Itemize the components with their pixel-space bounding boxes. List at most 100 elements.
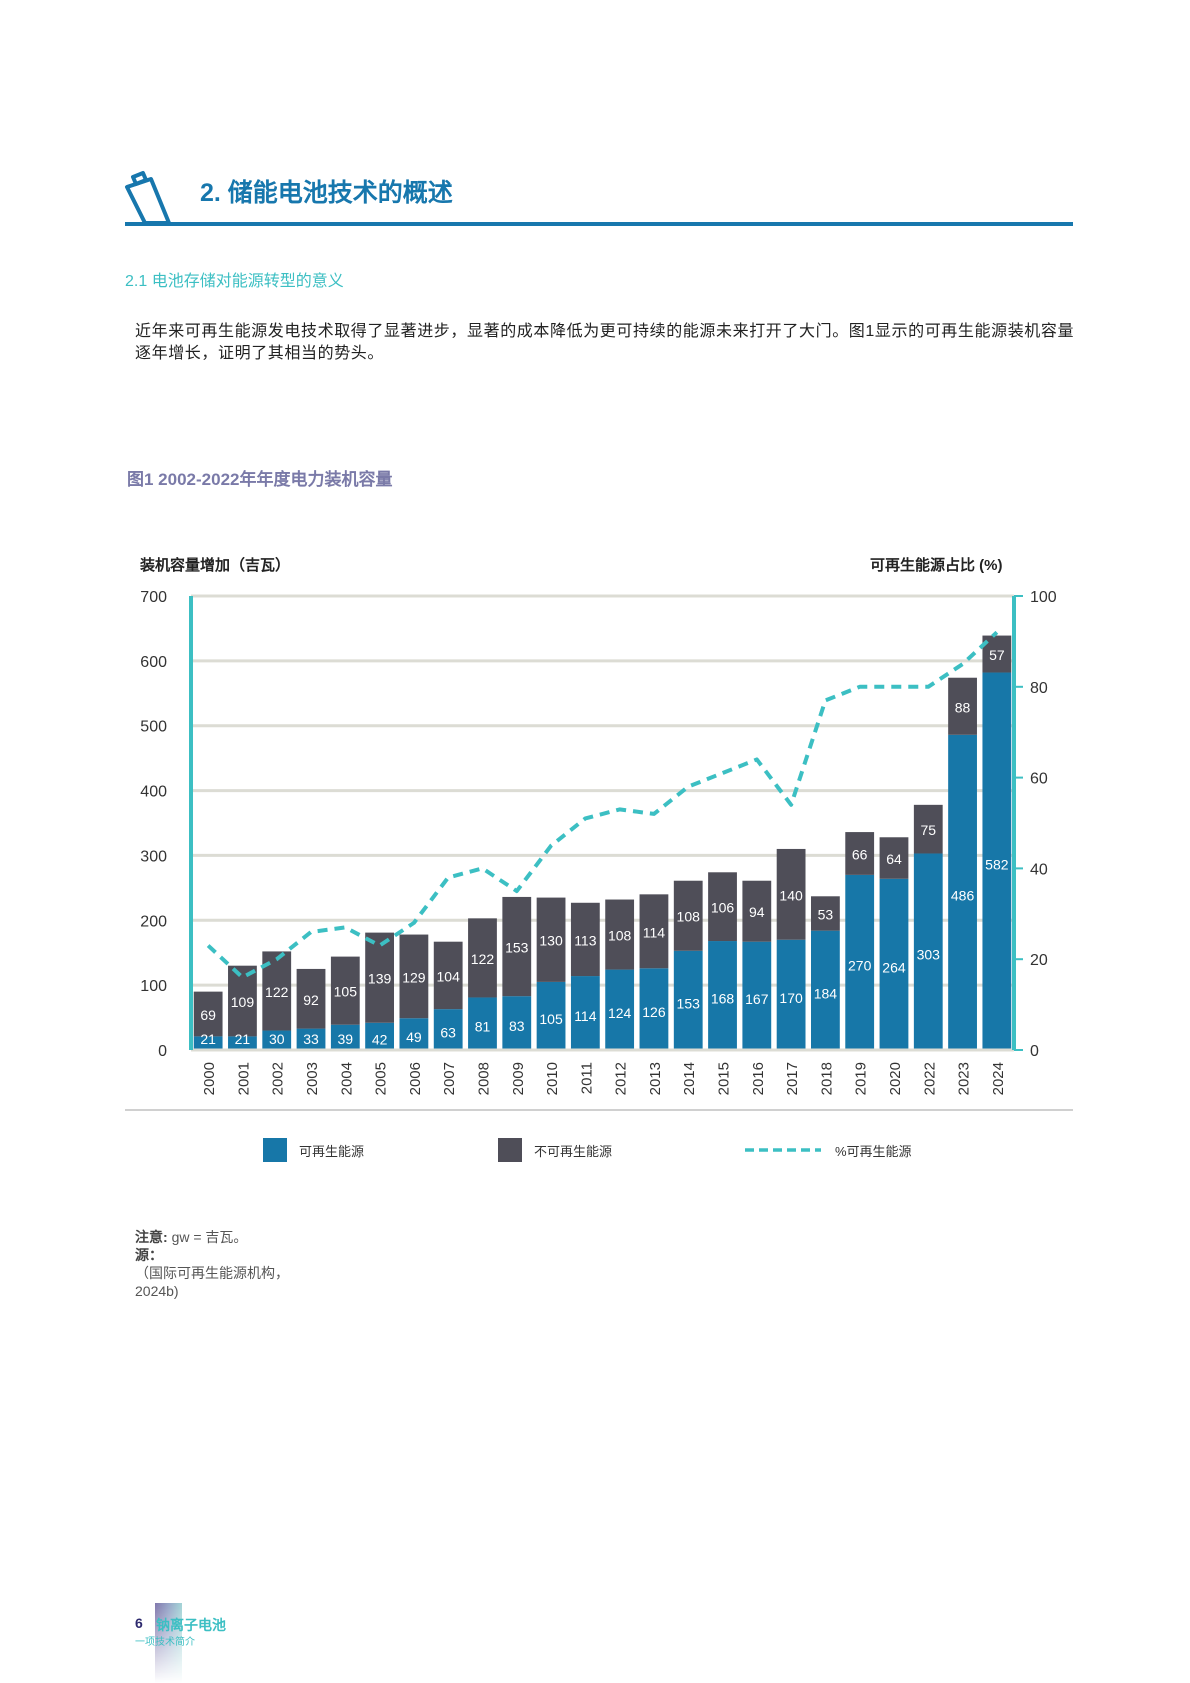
section-divider: [125, 222, 1073, 226]
bar-renewable: [193, 1036, 223, 1050]
bar-renewable: [296, 1028, 326, 1050]
x-tick-label: 2004: [338, 1062, 355, 1095]
data-label-non-renewable: 130: [539, 933, 563, 949]
legend-label: 不可再生能源: [534, 1143, 613, 1159]
bar-non-renewable: [536, 897, 566, 982]
bar-non-renewable: [433, 941, 463, 1010]
data-label-non-renewable: 66: [852, 846, 868, 862]
x-tick-label: 2005: [373, 1062, 390, 1095]
bar-non-renewable: [330, 956, 360, 1025]
data-label-non-renewable: 113: [574, 932, 597, 948]
bar-non-renewable: [296, 968, 326, 1029]
bar-renewable: [605, 969, 635, 1050]
bar-non-renewable: [708, 872, 737, 942]
stacked-bar-chart: 0 100 200 300 400 500 600 700 0 20 40 60 80 100 21 69 20…: [125, 589, 1073, 1111]
left-tick-label: 100: [140, 978, 167, 995]
data-label-renewable: 49: [406, 1029, 422, 1045]
bar-non-renewable: [228, 965, 257, 1037]
data-label-renewable: 105: [539, 1011, 563, 1027]
data-label-renewable: 81: [475, 1019, 491, 1035]
left-tick-label: 700: [140, 589, 167, 606]
battery-icon: [125, 171, 171, 225]
x-tick-label: 2007: [441, 1062, 458, 1095]
data-label-renewable: 114: [574, 1008, 597, 1024]
legend-non-renewable: 不可再生能源: [498, 1138, 612, 1162]
x-tick-label: 2006: [407, 1062, 424, 1095]
data-label-renewable: 21: [200, 1031, 216, 1047]
x-tick-label: 2011: [578, 1062, 595, 1094]
data-label-renewable: 303: [917, 947, 941, 963]
data-label-renewable: 153: [677, 995, 701, 1011]
data-label-renewable: 184: [814, 985, 838, 1001]
data-label-renewable: 33: [303, 1031, 319, 1047]
bar-renewable: [913, 853, 943, 1050]
data-label-non-renewable: 108: [677, 909, 701, 925]
data-label-renewable: 21: [235, 1031, 251, 1047]
bar-non-renewable: [605, 899, 635, 970]
data-label-renewable: 83: [509, 1018, 525, 1034]
legend-label: 可再生能源: [299, 1143, 365, 1159]
data-label-non-renewable: 75: [920, 822, 936, 838]
left-tick-label: 0: [158, 1043, 167, 1060]
bar-renewable: [228, 1036, 257, 1050]
data-label-renewable: 270: [848, 957, 872, 973]
x-tick-label: 2016: [750, 1062, 767, 1095]
data-label-non-renewable: 109: [231, 994, 255, 1010]
bar-renewable: [468, 997, 497, 1050]
right-tick-label: 40: [1030, 861, 1048, 878]
left-tick-label: 300: [140, 848, 167, 865]
left-tick-label: 400: [140, 784, 167, 801]
x-tick-label: 2017: [784, 1062, 801, 1095]
bar-renewable: [742, 941, 772, 1050]
data-label-renewable: 42: [372, 1031, 388, 1047]
x-tick-label: 2008: [475, 1062, 492, 1095]
bar-renewable: [776, 939, 806, 1050]
footer-decoration: [155, 1603, 182, 1683]
source-text: （国际可再生能源机构，2024b): [135, 1265, 289, 1299]
bar-non-renewable: [365, 932, 395, 1023]
bar-non-renewable: [845, 832, 875, 875]
data-label-renewable: 168: [711, 991, 735, 1007]
data-label-non-renewable: 122: [265, 984, 289, 1000]
right-tick-label: 0: [1030, 1043, 1039, 1060]
data-label-renewable: 124: [608, 1005, 632, 1021]
data-label-non-renewable: 114: [643, 924, 666, 940]
data-label-renewable: 167: [745, 991, 769, 1007]
x-tick-label: 2000: [201, 1062, 218, 1095]
legend-dashed-line: [745, 1148, 821, 1152]
legend-renewable: 可再生能源: [263, 1138, 364, 1162]
x-tick-label: 2002: [270, 1062, 287, 1095]
data-label-non-renewable: 92: [303, 992, 319, 1008]
bar-renewable: [433, 1009, 463, 1050]
data-label-renewable: 39: [338, 1031, 354, 1047]
legend-swatch-non-renewable: [498, 1138, 522, 1162]
data-label-renewable: 486: [951, 887, 975, 903]
data-label-non-renewable: 108: [608, 928, 632, 944]
x-tick-label: 2023: [956, 1062, 973, 1095]
bar-non-renewable: [948, 677, 977, 735]
bar-renewable: [639, 968, 669, 1050]
x-tick-label: 2003: [304, 1062, 321, 1095]
footer-brand: 钠离子电池: [156, 1617, 226, 1633]
bar-renewable: [708, 941, 737, 1050]
bar-renewable: [948, 734, 977, 1050]
data-label-non-renewable: 94: [749, 904, 765, 920]
left-tick-label: 200: [140, 913, 167, 930]
data-label-non-renewable: 104: [437, 968, 461, 984]
legend-share: %可再生能源: [743, 1138, 912, 1162]
x-tick-label: 2012: [613, 1062, 630, 1095]
note-text: gw = 吉瓦。: [171, 1229, 248, 1245]
data-label-non-renewable: 105: [334, 984, 358, 1000]
bar-renewable: [330, 1024, 360, 1050]
data-label-non-renewable: 139: [368, 971, 392, 987]
bar-non-renewable: [468, 918, 497, 998]
data-label-renewable: 30: [269, 1031, 285, 1047]
x-tick-label: 2015: [716, 1062, 733, 1095]
bar-non-renewable: [742, 880, 772, 942]
data-label-non-renewable: 88: [955, 699, 971, 715]
right-tick-label: 100: [1030, 589, 1057, 606]
section-title: 2. 储能电池技术的概述: [200, 179, 453, 207]
left-tick-label: 600: [140, 654, 167, 671]
data-label-renewable: 63: [440, 1025, 456, 1041]
bar-non-renewable: [913, 804, 943, 854]
